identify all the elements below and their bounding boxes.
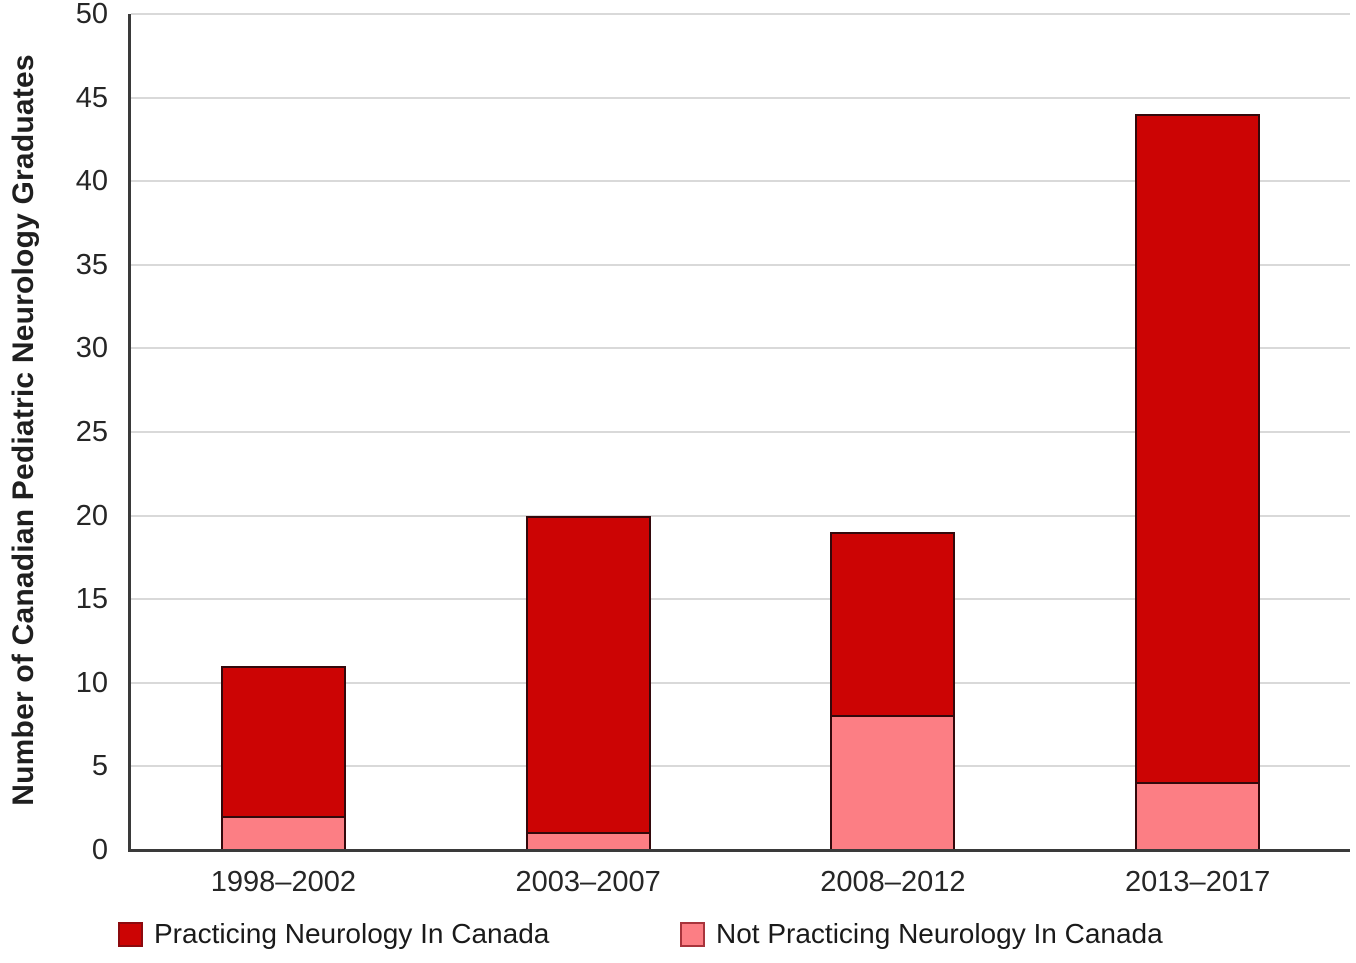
x-tick-label-3: 2013–2017 (1125, 866, 1271, 898)
legend: Practicing Neurology In Canada Not Pract… (0, 918, 1356, 963)
y-tick-label-35: 35 (75, 248, 108, 281)
gridline-50 (131, 13, 1350, 15)
legend-swatch-not-practicing (680, 921, 705, 947)
legend-swatch-practicing (118, 921, 143, 947)
bar-3-segment-practicing (1135, 114, 1261, 851)
gridline-45 (131, 96, 1350, 99)
gridline-20 (131, 514, 1350, 517)
y-tick-label-40: 40 (75, 165, 108, 198)
plot-area (128, 13, 1350, 852)
y-tick-label-20: 20 (75, 499, 108, 532)
x-tick-label-2: 2008–2012 (820, 866, 966, 898)
bar-0-segment-not-practicing (220, 815, 346, 851)
y-tick-label-30: 30 (75, 332, 108, 365)
legend-label-not-practicing: Not Practicing Neurology In Canada (716, 918, 1163, 949)
legend-label-practicing: Practicing Neurology In Canada (154, 918, 550, 949)
bar-1-segment-practicing (525, 515, 651, 851)
gridline-40 (131, 180, 1350, 183)
x-tick-label-0: 1998–2002 (210, 866, 356, 898)
y-axis-line (128, 14, 131, 852)
gridline-25 (131, 431, 1350, 433)
y-tick-label-50: 50 (75, 0, 108, 30)
gridline-30 (131, 347, 1350, 350)
x-axis-line (128, 849, 1350, 852)
y-tick-label-15: 15 (75, 583, 108, 616)
x-tick-label-1: 2003–2007 (515, 866, 661, 898)
gridline-10 (131, 681, 1350, 684)
y-tick-label-0: 0 (91, 834, 108, 866)
y-tick-label-10: 10 (75, 666, 108, 699)
gridline-15 (131, 598, 1350, 601)
bar-2-segment-not-practicing (830, 715, 956, 851)
y-tick-label-5: 5 (91, 750, 108, 783)
gridline-5 (131, 765, 1350, 768)
legend-item-not-practicing: Not Practicing Neurology In Canada (680, 918, 1163, 950)
y-tick-label-45: 45 (75, 81, 108, 114)
y-tick-label-25: 25 (75, 416, 108, 448)
legend-item-practicing: Practicing Neurology In Canada (118, 918, 549, 950)
bar-3-segment-not-practicing (1135, 782, 1261, 851)
gridline-35 (131, 263, 1350, 266)
